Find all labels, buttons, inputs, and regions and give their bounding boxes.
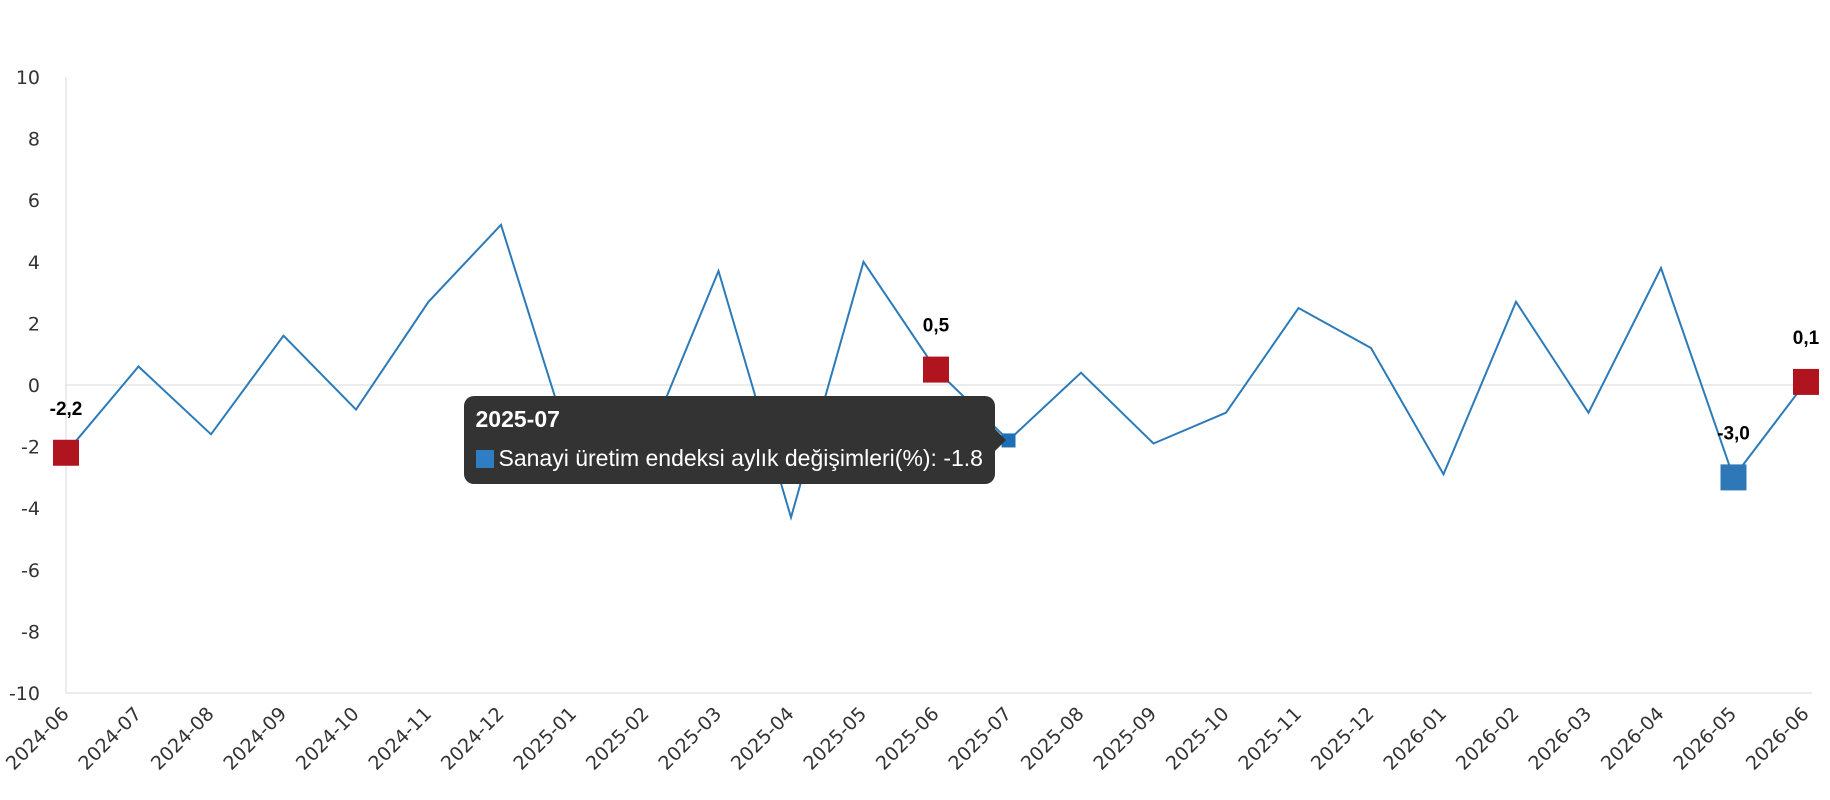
x-tick-label: 2025-10: [1162, 703, 1234, 775]
x-tick-label: 2026-03: [1524, 703, 1596, 775]
data-label: -2,2: [50, 399, 83, 420]
markers-layer: [53, 356, 1819, 491]
x-tick-label: 2025-12: [1307, 703, 1379, 775]
highlight-marker: [1793, 368, 1819, 395]
tooltip-series-value: Sanayi üretim endeksi aylık değişimleri(…: [498, 445, 983, 471]
y-tick-label: -4: [21, 498, 40, 520]
x-tick-label: 2024-07: [74, 703, 146, 775]
x-tick-label: 2026-01: [1379, 703, 1451, 775]
x-tick-label: 2024-10: [292, 703, 364, 775]
tooltip-series-swatch: [475, 449, 494, 468]
tooltip-title: 2025-07: [475, 406, 560, 432]
x-tick-label: 2025-01: [509, 703, 581, 775]
x-tick-label: 2025-08: [1017, 703, 1089, 775]
y-tick-label: -10: [9, 683, 40, 705]
x-tick-label: 2024-09: [219, 703, 291, 775]
y-tick-label: 10: [16, 67, 40, 89]
highlight-marker: [923, 356, 949, 383]
x-tick-label: 2025-03: [654, 703, 726, 775]
x-tick-label: 2025-09: [1089, 703, 1161, 775]
x-tick-label: 2025-02: [582, 703, 654, 775]
tooltip-pointer: [993, 428, 1006, 453]
x-tick-label: 2024-08: [147, 703, 219, 775]
y-tick-label: -2: [21, 437, 40, 459]
y-tick-label: 2: [28, 313, 40, 335]
highlight-marker: [53, 439, 79, 466]
x-tick-label: 2025-05: [799, 703, 871, 775]
y-tick-label: 8: [28, 129, 40, 151]
y-tick-label: 4: [28, 252, 40, 274]
data-label: -3,0: [1717, 423, 1750, 444]
x-tick-label: 2024-12: [437, 703, 509, 775]
data-label: 0,1: [1793, 328, 1820, 349]
chart-tooltip: 2025-07 Sanayi üretim endeksi aylık deği…: [463, 396, 1006, 484]
x-tick-label: 2026-05: [1669, 703, 1741, 775]
data-labels: -2,2 0,5 -3,0 0,1: [50, 316, 1820, 445]
x-tick-label: 2026-02: [1452, 703, 1524, 775]
x-tick-label: 2025-04: [727, 703, 799, 775]
x-tick-label: 2024-11: [364, 703, 436, 775]
y-tick-label: 0: [28, 375, 40, 397]
x-tick-label: 2025-06: [872, 703, 944, 775]
x-tick-label: 2025-11: [1234, 703, 1306, 775]
highlight-marker: [1720, 464, 1747, 491]
x-tick-label: 2025-07: [944, 703, 1016, 775]
y-tick-label: -6: [21, 560, 40, 582]
x-tick-label: 2026-06: [1742, 703, 1814, 775]
tooltip-series-row: Sanayi üretim endeksi aylık değişimleri(…: [475, 445, 983, 472]
x-tick-label: 2026-04: [1597, 703, 1669, 775]
data-label: 0,5: [923, 316, 950, 337]
y-tick-label: 6: [28, 190, 40, 212]
y-tick-label: -8: [21, 621, 40, 643]
x-tick-label: 2024-06: [2, 703, 74, 775]
